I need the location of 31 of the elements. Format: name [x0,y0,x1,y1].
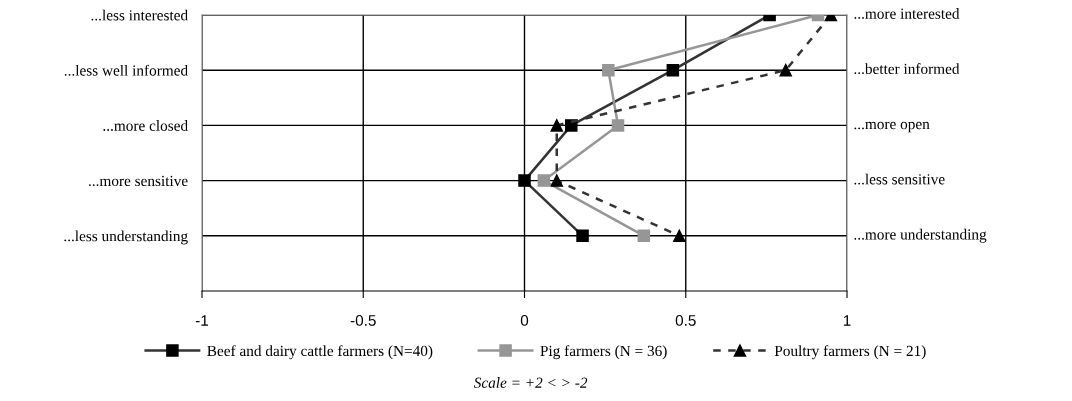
point [565,119,578,132]
text: ...more interested [854,8,960,19]
text: Scale = +2 < > -2 [473,377,588,388]
y-tick-label: ...more sensitive [88,175,188,187]
point [602,63,615,77]
text: ...more open [854,121,930,133]
point [779,63,792,77]
point [550,119,564,132]
x-tick-label: -1 [195,315,209,326]
y-tick-label: ...less understanding [64,230,188,245]
x-tick-label: -0.5 [350,315,376,326]
y-tick-label: ...less well informed [64,64,188,76]
point [611,119,625,132]
text: ...less sensitive [854,173,945,185]
x-tick-label: 0 [520,315,529,326]
point [637,229,651,243]
x-tick-label: 0.5 [675,315,696,326]
y-tick-label: ...more closed [103,120,188,131]
text: ...better informed [854,63,960,75]
legend-label: Beef and dairy cattle farmers (N=40) [207,345,433,360]
legend-label: Poultry farmers (N = 21) [774,345,926,360]
point [537,174,551,187]
y-tick-label: ...less interested [91,9,188,21]
point [550,174,564,187]
legend-label: Pig farmers (N = 36) [540,345,667,360]
x-tick-label: 1 [843,315,851,326]
point [673,229,686,243]
text: ...more understanding [854,228,987,243]
point [576,229,589,243]
point [666,63,680,77]
point [518,174,531,187]
